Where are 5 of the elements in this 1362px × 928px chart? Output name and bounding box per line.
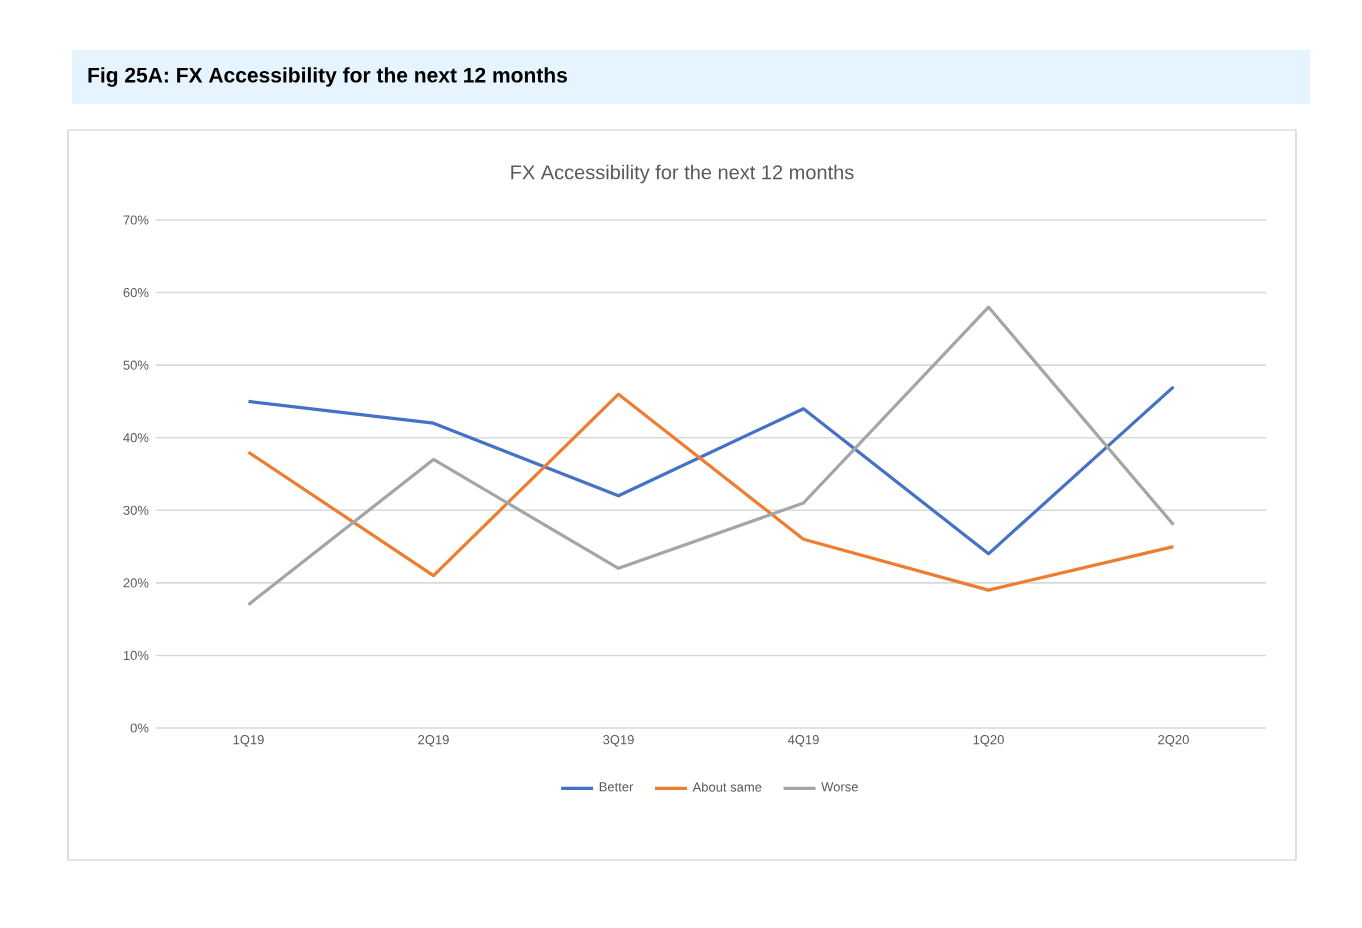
chart-title: Fig 25A: FX Accessibility for the next 12 months	[88, 67, 567, 87]
line-series	[246, 305, 1176, 607]
line-series	[246, 392, 1176, 592]
chart-subtitle: FX Accessibility for the next 12 months	[511, 164, 854, 184]
line-series	[246, 385, 1176, 556]
